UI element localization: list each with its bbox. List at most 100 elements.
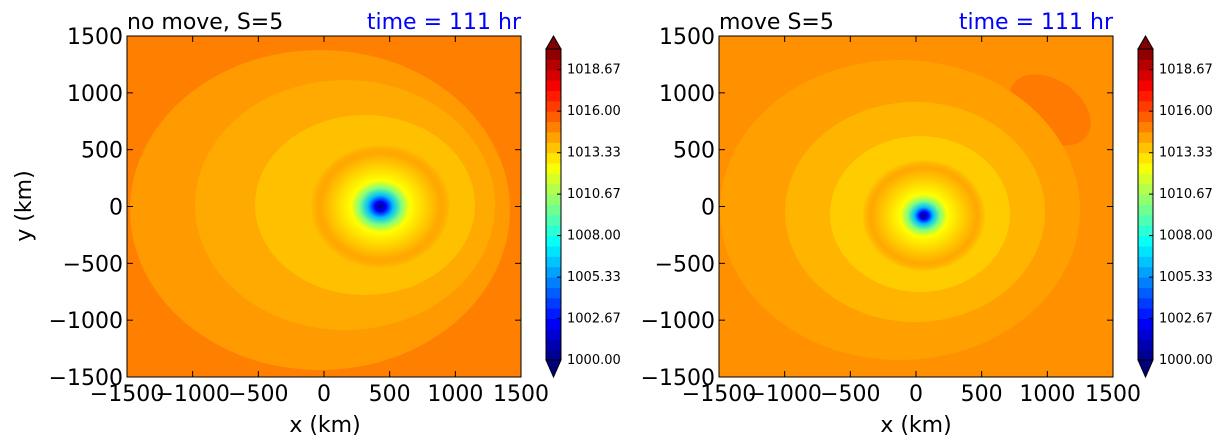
panel-no-move: −1500−1000−500 0 500 1000 1500150010005000−5… — [12, 10, 621, 438]
colorbar-segment — [546, 173, 561, 185]
colorbar-tick-label: 1010.67 — [1159, 187, 1213, 202]
colorbar-segment — [1138, 339, 1153, 351]
colorbar-segment — [1138, 277, 1153, 288]
colorbar-segment — [546, 339, 561, 351]
colorbar-tick-label: 1018.67 — [1159, 63, 1213, 78]
y-tick-label: 500 — [673, 139, 715, 164]
colorbar-segment — [546, 59, 561, 71]
colorbar-segment — [546, 256, 561, 268]
colorbar-tick-label: 1008.00 — [1159, 229, 1213, 244]
colorbar-frame — [1137, 48, 1154, 361]
colorbar-segment — [1138, 80, 1153, 91]
colorbar-extend-min — [1137, 359, 1154, 379]
colorbar-tick-label: 1016.00 — [567, 104, 621, 119]
colorbar-segment — [1138, 194, 1153, 205]
colorbar-segment — [1138, 287, 1153, 299]
colorbar-tick-label: 1002.67 — [1159, 311, 1213, 326]
colorbar-segment — [1138, 163, 1153, 174]
y-tick-label: 1500 — [67, 25, 123, 50]
colorbar-segment — [546, 121, 561, 133]
colorbar-segment — [546, 80, 561, 91]
colorbar-segment — [546, 214, 561, 226]
colorbar-segment — [1138, 131, 1153, 143]
colorbar-tick-label: 1002.67 — [567, 311, 621, 326]
colorbar-segment — [546, 131, 561, 143]
colorbar-tick-label: 1000.00 — [567, 353, 621, 368]
pressure-field-left — [127, 36, 521, 377]
x-tick-label: 500 — [369, 382, 411, 407]
colorbar-segment — [1138, 59, 1153, 71]
colorbar-segment — [1138, 245, 1153, 257]
colorbar-segment — [1138, 183, 1153, 195]
colorbar-segment — [546, 328, 561, 340]
colorbar-segment — [546, 266, 561, 278]
colorbar-right: 1000.00 1002.67 1005.33 1008.00 1010.67 1013.… — [1137, 34, 1213, 379]
colorbar-segment — [546, 69, 561, 81]
colorbar-tick-label: 1016.00 — [1159, 104, 1213, 119]
colorbar-segment — [546, 204, 561, 216]
colorbar-segment — [1138, 204, 1153, 216]
colorbar-segment — [546, 111, 561, 123]
y-tick-label: 1000 — [67, 82, 123, 107]
colorbar-segment — [1138, 308, 1153, 320]
y-tick-label: −1500 — [641, 366, 715, 391]
colorbar-tick-label: 1005.33 — [567, 270, 621, 285]
colorbar-segment — [546, 90, 561, 102]
pressure-field-right — [719, 36, 1113, 377]
colorbar-segment — [1138, 49, 1153, 60]
x-tick-label: 1500 — [493, 382, 549, 407]
colorbar-segment — [546, 287, 561, 299]
colorbar-tick-label: 1005.33 — [1159, 270, 1213, 285]
colorbar-tick-label: 1000.00 — [1159, 353, 1213, 368]
colorbar-frame — [545, 48, 562, 361]
y-tick-label: −500 — [63, 252, 123, 277]
title-time-right: time = 111 hr — [959, 10, 1114, 35]
colorbar-segment — [1138, 214, 1153, 226]
y-tick-label: 0 — [701, 196, 715, 221]
y-tick-label: 1000 — [659, 82, 715, 107]
colorbar-segment — [546, 297, 561, 309]
xlabel-left: x (km) — [289, 413, 360, 438]
x-tick-label: 1500 — [1085, 382, 1141, 407]
vortex-core-left — [310, 144, 451, 269]
colorbar-segment — [1138, 142, 1153, 154]
y-tick-label: 500 — [81, 139, 123, 164]
colorbar-segment — [1138, 266, 1153, 278]
colorbar-tick-label: 1013.33 — [567, 146, 621, 161]
ticks-left: −1500−1000−500 0 500 1000 1500150010005000−5… — [49, 25, 549, 407]
colorbar-extend-min — [545, 359, 562, 379]
colorbar-segment — [546, 308, 561, 320]
y-tick-label: 1500 — [659, 25, 715, 50]
y-tick-label: −1000 — [49, 309, 123, 334]
colorbar-segment — [546, 152, 561, 164]
colorbar-segment — [546, 318, 561, 330]
colorbar-segment — [1138, 235, 1153, 247]
x-tick-label: −1000 — [747, 382, 821, 407]
y-tick-label: −1000 — [641, 309, 715, 334]
colorbar-segment — [1138, 297, 1153, 309]
x-tick-label: 0 — [317, 382, 331, 407]
colorbar-extend-max — [1137, 34, 1154, 50]
colorbar-segment — [1138, 173, 1153, 185]
colorbar-segment — [546, 142, 561, 154]
title-right-panel: move S=5 — [719, 10, 834, 35]
colorbar-segment — [546, 245, 561, 257]
colorbar-segment — [1138, 69, 1153, 81]
colorbar-segment — [1138, 111, 1153, 123]
colorbar-tick-label: 1008.00 — [567, 229, 621, 244]
x-tick-label: −1500 — [682, 382, 756, 407]
colorbar-segment — [546, 100, 561, 112]
colorbar-segment — [1138, 90, 1153, 102]
y-tick-label: −500 — [655, 252, 715, 277]
colorbar-tick-label: 1018.67 — [567, 63, 621, 78]
colorbar-segment — [546, 225, 561, 237]
colorbar-extend-max — [545, 34, 562, 50]
colorbar-segment — [546, 277, 561, 288]
panel-move: −1500−1000−500 0 500 1000 1500150010005000−5… — [641, 10, 1213, 438]
colorbar-segment — [1138, 318, 1153, 330]
title-time-left: time = 111 hr — [367, 10, 522, 35]
x-tick-label: 1000 — [427, 382, 483, 407]
colorbar-segment — [1138, 256, 1153, 268]
ylabel-left: y (km) — [12, 170, 37, 241]
